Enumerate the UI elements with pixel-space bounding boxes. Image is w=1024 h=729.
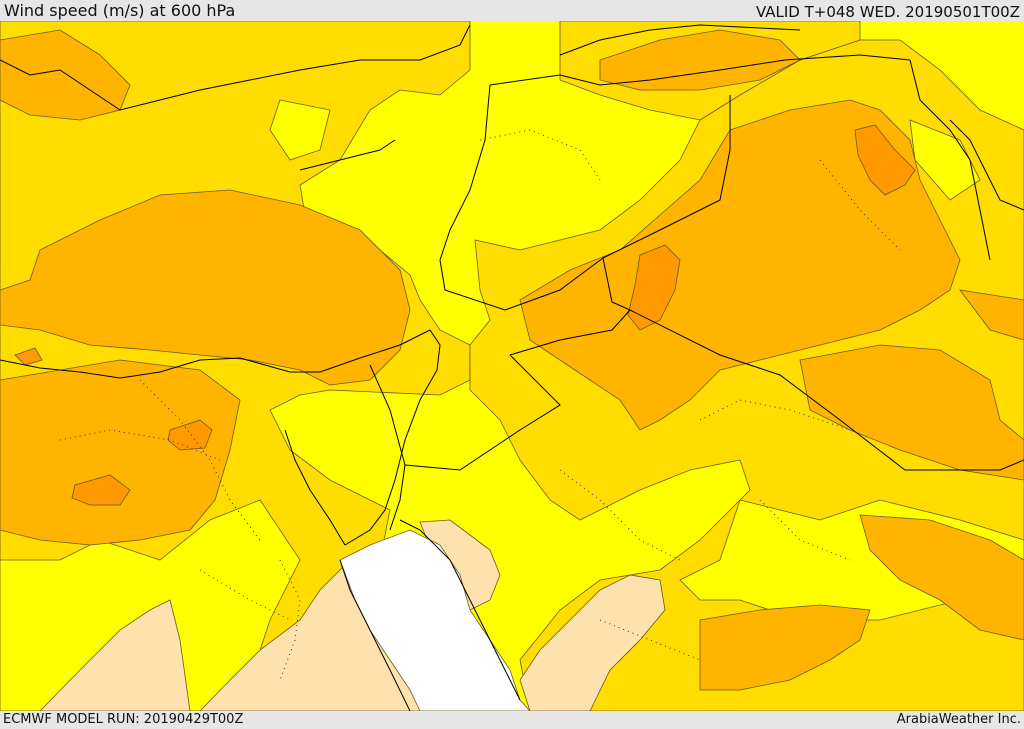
field-strong xyxy=(0,29,1024,691)
wind-speed-map[interactable] xyxy=(0,21,1024,711)
field-calm xyxy=(339,529,531,711)
coastlines xyxy=(0,24,1024,711)
country-borders xyxy=(369,54,1024,531)
field-very-strong xyxy=(14,124,916,506)
footer-bar: ECMWF MODEL RUN: 20190429T00Z ArabiaWeat… xyxy=(0,711,1024,729)
wind-field-svg xyxy=(0,21,1024,711)
credit-label: ArabiaWeather Inc. xyxy=(896,712,1021,727)
map-title: Wind speed (m/s) at 600 hPa xyxy=(4,1,236,20)
admin-boundaries xyxy=(59,129,901,681)
header-bar: Wind speed (m/s) at 600 hPa VALID T+048 … xyxy=(0,0,1024,21)
model-run-label: ECMWF MODEL RUN: 20190429T00Z xyxy=(3,712,244,727)
field-very-light xyxy=(39,519,666,711)
valid-time: VALID T+048 WED. 20190501T00Z xyxy=(755,3,1020,21)
